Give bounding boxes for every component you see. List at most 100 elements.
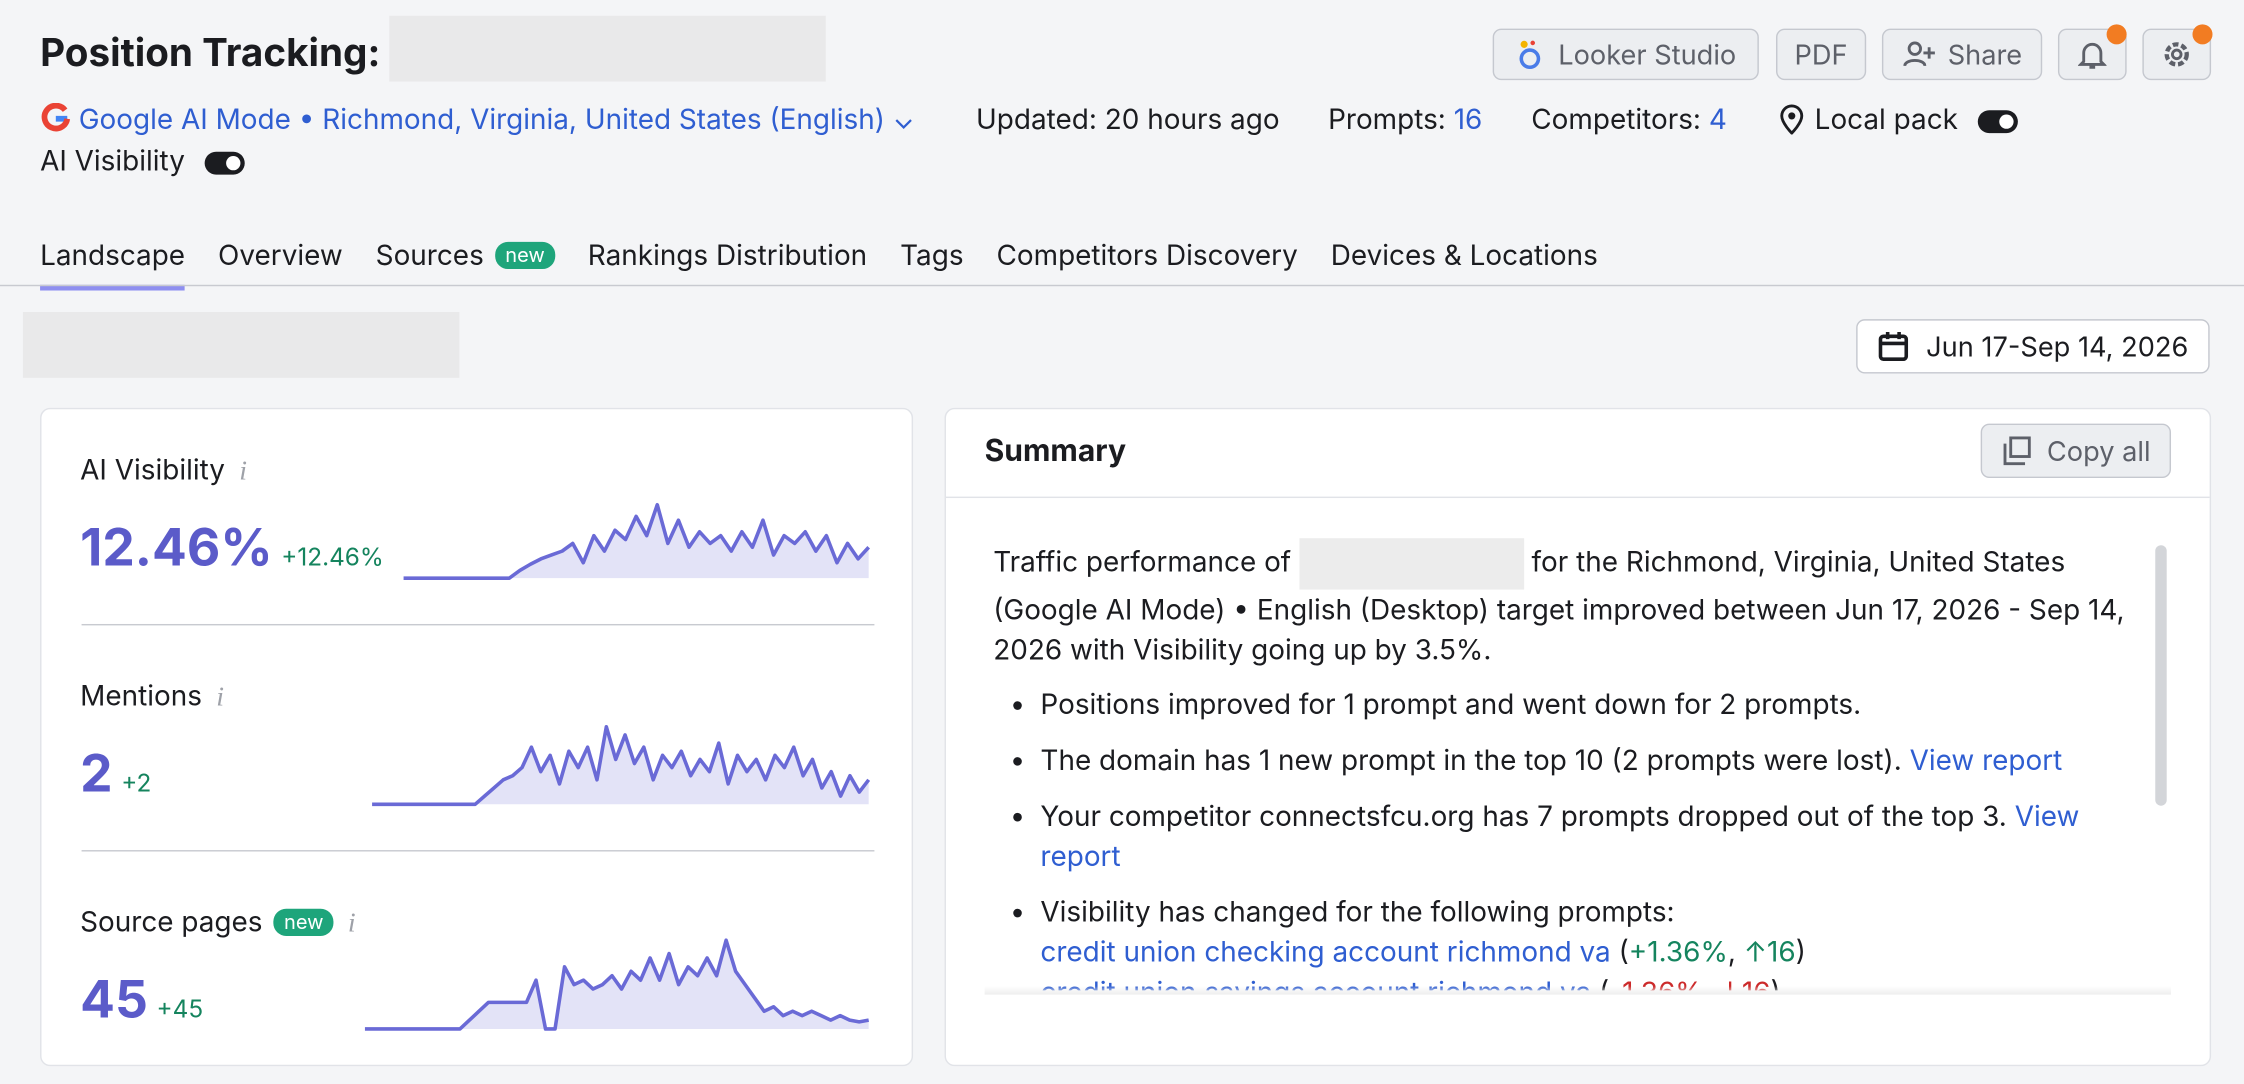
tab[interactable]: Overview — [218, 238, 343, 291]
intro: Traffic performance of for the Richmond,… — [993, 538, 2138, 670]
redacted — [1298, 538, 1524, 590]
label: Looker Studio — [1558, 37, 1737, 71]
label: Jun 17-Sep 14, 2026 — [1926, 329, 2189, 363]
badge-dot — [2192, 24, 2213, 45]
tab-label: Tags — [900, 237, 964, 272]
bullet: Positions improved for 1 prompt and went… — [1040, 684, 2138, 724]
text: for the Richmond, Virginia, United State… — [993, 544, 2125, 667]
tab-label: Devices & Locations — [1330, 237, 1598, 272]
value: 2 — [80, 741, 113, 805]
engine: Google AI Mode • Richmond, Virginia, Uni… — [78, 101, 885, 136]
sparkline — [364, 938, 870, 1031]
toggle[interactable] — [204, 151, 245, 175]
link[interactable]: credit union checking account richmond v… — [1040, 934, 1611, 969]
text: ) — [1770, 975, 1780, 991]
local-pack: Local pack — [1777, 101, 2018, 136]
text: ) — [1795, 934, 1806, 969]
date-picker[interactable]: Jun 17-Sep 14, 2026 — [1856, 319, 2210, 374]
pdf-button[interactable]: PDF — [1776, 28, 1867, 81]
badge-dot — [2106, 24, 2127, 45]
metric-label: Source pages new i — [80, 904, 356, 940]
text: Positions improved for 1 prompt and went… — [1040, 686, 1862, 722]
ai-visibility: AI Visibility — [40, 143, 245, 177]
change: +12.46% — [281, 543, 384, 573]
badge: new — [495, 241, 555, 270]
label: AI Visibility — [80, 452, 225, 487]
sparkline-area — [372, 726, 869, 805]
bullets: Positions improved for 1 prompt and went… — [993, 684, 2138, 990]
sparkline — [372, 725, 871, 807]
summary-text: Traffic performance of for the Richmond,… — [993, 538, 2138, 990]
badge: new — [273, 908, 334, 936]
sparkline-line — [403, 502, 871, 580]
tab-label: Sources — [375, 237, 484, 272]
info-icon: i — [347, 908, 356, 939]
change: +2 — [121, 769, 152, 799]
bullet: Visibility has changed for the following… — [1040, 892, 2138, 991]
text: ↑16 — [1743, 934, 1796, 969]
label: Mentions — [80, 678, 202, 713]
text: Traffic performance of — [993, 544, 1292, 579]
tab[interactable]: Devices & Locations — [1331, 238, 1598, 291]
share-button[interactable]: Share — [1881, 28, 2043, 81]
redacted — [22, 311, 460, 378]
value: 12.46% — [80, 515, 273, 579]
label: Prompts: — [1328, 101, 1446, 136]
metric-value: 12.46% +12.46% — [80, 515, 384, 578]
bullet: Your competitor connectsfcu.org has 7 pr… — [1040, 796, 2138, 876]
toggle[interactable] — [1977, 109, 2018, 133]
value: 45 — [80, 967, 148, 1031]
sparkline-line — [364, 938, 870, 1031]
prompt-change: credit union checking account richmond v… — [1040, 932, 2138, 972]
tabs: Landscape Overview Sources new Rankings Dist… — [40, 238, 1598, 291]
summary-title: Summary — [984, 433, 1127, 470]
sparkline-line — [372, 725, 871, 807]
tab[interactable]: Rankings Distribution — [588, 238, 867, 291]
updated: Updated: 20 hours ago — [976, 101, 1280, 136]
label: Source pages — [80, 904, 263, 939]
tab-label: Competitors Discovery — [996, 237, 1298, 272]
separator — [81, 850, 875, 852]
text: , — [1727, 934, 1744, 969]
tab[interactable]: Landscape — [40, 237, 186, 291]
text: Visibility has changed for the following… — [1040, 894, 1675, 929]
link[interactable]: View report — [1909, 742, 2063, 778]
count: 16 — [1453, 101, 1483, 136]
sparkline-area — [403, 504, 869, 579]
scrollbar — [2155, 545, 2167, 806]
text: Your competitor connectsfcu.org has 7 pr… — [1040, 798, 2015, 833]
bullet: The domain has 1 new prompt in the top 1… — [1040, 740, 2138, 780]
page-title: Position Tracking: — [40, 28, 381, 76]
tab-label: Rankings Distribution — [587, 237, 868, 272]
label: PDF — [1794, 37, 1848, 71]
text: ( — [1610, 934, 1629, 969]
separator — [81, 623, 875, 626]
tab[interactable]: Tags — [900, 238, 964, 291]
fade — [984, 986, 2172, 995]
info-icon: i — [216, 682, 225, 713]
metrics-card: AI Visibility i 12.46% +12.46% Mentions i 2 +2 S… — [40, 407, 914, 1067]
tab[interactable]: Sources new — [376, 238, 555, 291]
count: 4 — [1708, 101, 1727, 136]
change: +45 — [156, 996, 204, 1025]
tab[interactable]: Competitors Discovery — [997, 238, 1298, 291]
info-icon: i — [239, 456, 248, 487]
text: The domain has 1 new prompt in the top 1… — [1040, 742, 1910, 778]
label: Share — [1947, 37, 2023, 71]
tab-label: Overview — [217, 237, 343, 272]
copy-button[interactable]: Copy all — [1980, 423, 2172, 478]
label: Copy all — [2046, 434, 2151, 468]
looker-button[interactable]: Looker Studio — [1492, 28, 1759, 81]
competitors: Competitors: 4 — [1531, 102, 1727, 136]
engine-selector[interactable]: Google AI Mode • Richmond, Virginia, Uni… — [40, 102, 915, 136]
tab-label: Landscape — [40, 237, 186, 272]
label: Local pack — [1814, 101, 1958, 136]
metric-value: 45 +45 — [80, 967, 203, 1030]
link[interactable]: View report — [1040, 798, 2080, 873]
redacted — [389, 15, 826, 82]
label: Competitors: — [1531, 101, 1701, 136]
divider — [945, 496, 2210, 499]
